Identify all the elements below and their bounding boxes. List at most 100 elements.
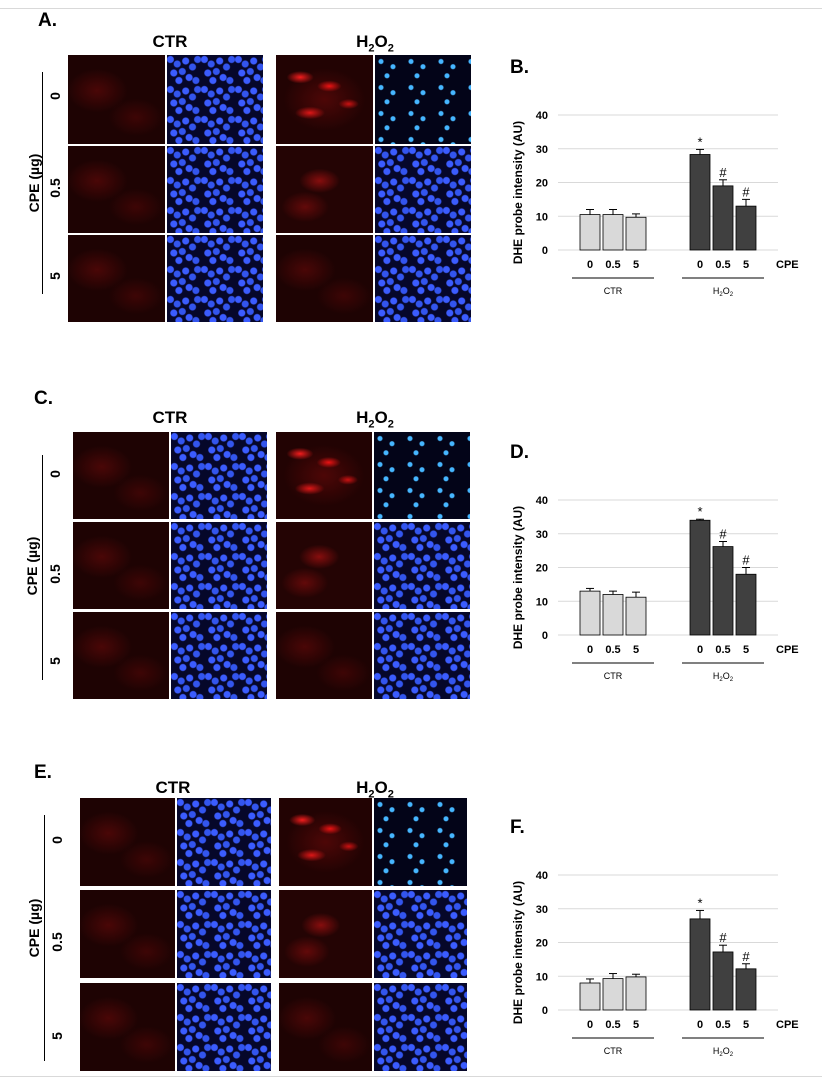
h2o2-o: O [374, 32, 388, 51]
group-label: H2O2 [713, 671, 734, 683]
cpe-axis-label: CPE (µg) [26, 898, 42, 958]
micrograph-h2o2-5-red [276, 612, 372, 699]
x-tick-label: 5 [633, 1019, 639, 1031]
micrograph-h2o2-0-red [279, 798, 372, 886]
x-tick-label: 0 [697, 1019, 703, 1031]
y-tick-label: 20 [536, 178, 548, 190]
h2o2-h: H [356, 778, 369, 797]
y-tick-label: 0 [542, 1005, 548, 1017]
micrograph-h2o2-5-blue [374, 983, 467, 1071]
dose-label-0.5: 0.5 [47, 178, 63, 198]
panel-label-a: A. [38, 10, 57, 31]
micrograph-h2o2-05-red [276, 146, 373, 233]
group-label: CTR [604, 1046, 623, 1056]
x-tick-label: 5 [743, 644, 749, 656]
y-axis-label: DHE probe intensity (AU) [511, 881, 525, 1024]
bar [625, 596, 647, 636]
micrograph-ctr-05-red [73, 522, 169, 609]
dose-label-5: 5 [47, 272, 63, 280]
x-tick-label: 0.5 [715, 1019, 730, 1031]
cpe-bracket-line [42, 455, 43, 680]
micrograph-ctr-05-red [68, 146, 165, 233]
group-label: H2O2 [713, 286, 734, 298]
x-tick-label: 0 [587, 644, 593, 656]
significance-mark: # [719, 930, 727, 945]
bar-chart-d: D. 0 10 20 30 40 DHE probe intensity (AU) 0 0.5 5… [510, 442, 800, 683]
micrograph-h2o2-5-red [279, 983, 372, 1071]
bar [735, 205, 757, 251]
x-tick-label: 5 [743, 259, 749, 271]
significance-mark: # [742, 184, 750, 199]
dose-label-0: 0 [49, 836, 65, 844]
cpe-axis-label: CPE (µg) [24, 536, 40, 596]
x-tick-label: 0.5 [715, 259, 730, 271]
column-header-h2o2: H2O2 [330, 778, 420, 800]
bottom-divider [0, 1076, 822, 1077]
bar [712, 546, 734, 636]
micrograph-ctr-0-blue [167, 55, 263, 144]
bar [712, 951, 734, 1011]
micrograph-h2o2-0-blue [374, 432, 470, 519]
y-tick-label: 30 [536, 144, 548, 156]
bar [625, 976, 647, 1011]
micrograph-h2o2-05-red [279, 890, 372, 978]
x-tick-label: 0.5 [605, 1019, 620, 1031]
dose-label-0.5: 0.5 [49, 932, 65, 952]
h2o2-sub-2: 2 [387, 42, 394, 55]
micrograph-h2o2-0-red [276, 432, 372, 519]
dose-label-5: 5 [47, 657, 63, 665]
y-tick-label: 0 [542, 630, 548, 642]
bar [579, 214, 601, 251]
bar [735, 968, 757, 1011]
dose-label-0: 0 [47, 92, 63, 100]
x-tick-label: 0.5 [715, 644, 730, 656]
h2o2-h: H [356, 408, 369, 427]
y-tick-label: 20 [536, 938, 548, 950]
bar [579, 590, 601, 636]
dose-label-0: 0 [47, 470, 63, 478]
x-tick-label: 5 [633, 644, 639, 656]
significance-mark: # [719, 527, 727, 542]
significance-mark: # [719, 165, 727, 180]
micrograph-ctr-0-red [68, 55, 165, 144]
h2o2-sub-1: 2 [368, 788, 375, 801]
micrograph-ctr-0-blue [171, 432, 267, 519]
y-tick-label: 30 [536, 529, 548, 541]
x-tick-label: 0 [697, 259, 703, 271]
y-tick-label: 30 [536, 904, 548, 916]
significance-mark: # [742, 949, 750, 964]
x-tick-label: 0 [587, 1019, 593, 1031]
group-label: H2O2 [713, 1046, 734, 1058]
micrograph-ctr-05-red [80, 890, 175, 978]
h2o2-o: O [374, 778, 388, 797]
y-axis-label: DHE probe intensity (AU) [511, 121, 525, 264]
significance-mark: * [697, 134, 702, 149]
micrograph-h2o2-0-blue [374, 798, 467, 886]
bar [735, 573, 757, 636]
column-header-ctr: CTR [152, 408, 188, 427]
panel-label-e: E. [34, 762, 52, 783]
significance-mark: * [697, 504, 702, 519]
y-tick-label: 40 [536, 110, 548, 122]
y-tick-label: 10 [536, 596, 548, 608]
micrograph-h2o2-0-blue [375, 55, 471, 144]
column-header-ctr: CTR [155, 778, 191, 797]
micrograph-h2o2-05-blue [374, 890, 467, 978]
bar-chart-f: F. 0 10 20 30 40 DHE probe intensity (AU) 0 0.5 5… [510, 817, 800, 1058]
h2o2-sub-1: 2 [368, 42, 375, 55]
micrograph-h2o2-05-blue [374, 522, 470, 609]
x-tick-label: 5 [633, 259, 639, 271]
micrograph-ctr-5-blue [167, 235, 263, 322]
micrograph-ctr-05-blue [177, 890, 271, 978]
bar [712, 185, 734, 251]
y-axis-label: DHE probe intensity (AU) [511, 506, 525, 649]
x-unit-label: CPE (µg) [776, 259, 800, 271]
bar [602, 978, 624, 1011]
panel-label-c: C. [34, 388, 53, 409]
bar [689, 154, 711, 251]
column-header-h2o2: H2O2 [330, 408, 420, 430]
bar [689, 918, 711, 1011]
bar [602, 214, 624, 251]
micrograph-ctr-0-red [80, 798, 175, 886]
y-tick-label: 10 [536, 971, 548, 983]
